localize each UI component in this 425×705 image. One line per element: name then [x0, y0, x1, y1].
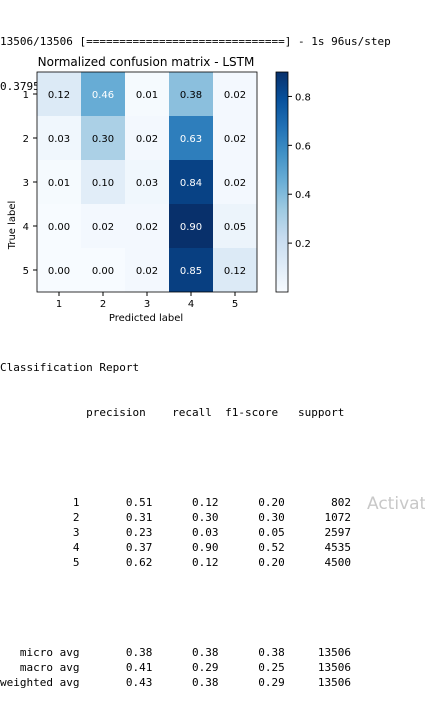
- heatmap-cell: [37, 72, 81, 116]
- cell-value-label: 0.90: [180, 222, 202, 233]
- heatmap-cell: [213, 248, 257, 292]
- heatmap-cell: [81, 160, 125, 204]
- cell-value-label: 0.02: [224, 90, 246, 101]
- cell-value-label: 0.02: [224, 134, 246, 145]
- heatmap-axes: 1 2 3 4 5 1 2 3 4 5: [23, 71, 258, 310]
- chart-title: Normalized confusion matrix - LSTM: [38, 55, 255, 69]
- colorbar: 0.2 0.4 0.6 0.8: [275, 71, 311, 293]
- report-row: 5 0.62 0.12 0.20 4500: [0, 556, 351, 569]
- cell-value-label: 0.02: [136, 134, 158, 145]
- cell-value-label: 0.05: [224, 222, 246, 233]
- colorbar-tick-label: 0.8: [295, 92, 311, 103]
- heatmap-cell: [81, 204, 125, 248]
- report-row: 1 0.51 0.12 0.20 802: [0, 496, 351, 509]
- colorbar-tick-label: 0.4: [295, 190, 311, 201]
- cell-value-label: 0.00: [48, 222, 70, 233]
- report-spacer: [0, 600, 351, 615]
- cell-value-label: 0.01: [48, 178, 70, 189]
- x-tick-label: 4: [188, 299, 194, 310]
- y-tick-label: 5: [23, 266, 29, 277]
- heatmap-cell: [169, 248, 213, 292]
- y-tick-label: 1: [23, 90, 29, 101]
- heatmap-cell: [213, 72, 257, 116]
- report-spacer: [0, 450, 351, 465]
- heatmap-cell: [169, 160, 213, 204]
- y-axis-label: True label: [7, 201, 18, 251]
- cell-value-label: 0.02: [136, 266, 158, 277]
- activation-watermark: Activat: [367, 494, 425, 514]
- y-tick-label: 3: [23, 178, 29, 189]
- y-tick-label: 4: [23, 222, 29, 233]
- colorbar-tick-label: 0.6: [295, 141, 311, 152]
- report-header: precision recall f1-score support: [0, 406, 345, 419]
- cell-value-label: 0.84: [180, 178, 202, 189]
- cell-value-label: 0.10: [92, 178, 114, 189]
- heatmap-cell: [125, 72, 169, 116]
- heatmap-cell: [37, 116, 81, 160]
- x-tick-label: 3: [144, 299, 150, 310]
- heatmap-cell: [125, 204, 169, 248]
- report-avg-row: micro avg 0.38 0.38 0.38 13506: [0, 646, 351, 659]
- report-row: 2 0.31 0.30 0.30 1072: [0, 511, 351, 524]
- heatmap-cell: [37, 160, 81, 204]
- report-avg-rows: micro avg 0.38 0.38 0.38 13506 macro avg…: [0, 645, 351, 690]
- cell-value-label: 0.03: [136, 178, 158, 189]
- cell-value-label: 0.02: [92, 222, 114, 233]
- cell-value-label: 0.03: [48, 134, 70, 145]
- heatmap-cell: [169, 116, 213, 160]
- heatmap-cell: [213, 204, 257, 248]
- report-row: 4 0.37 0.90 0.52 4535: [0, 541, 351, 554]
- cell-value-label: 0.00: [48, 266, 70, 277]
- heatmap-cell: [213, 160, 257, 204]
- y-tick-label: 2: [23, 134, 29, 145]
- heatmap-cell: [169, 204, 213, 248]
- cell-value-label: 0.00: [92, 266, 114, 277]
- cell-value-label: 0.02: [224, 178, 246, 189]
- classification-report: Classification Report precision recall f…: [0, 330, 351, 705]
- cell-value-label: 0.46: [92, 90, 114, 101]
- x-axis-label: Predicted label: [109, 313, 183, 324]
- heatmap-cell: [125, 116, 169, 160]
- cell-value-label: 0.12: [48, 90, 70, 101]
- report-title: Classification Report: [0, 361, 140, 374]
- cell-value-label: 0.38: [180, 90, 202, 101]
- confusion-matrix-chart: Normalized confusion matrix - LSTM 0.12 0…: [7, 55, 311, 324]
- x-tick-label: 2: [100, 299, 106, 310]
- heatmap-cell: [169, 72, 213, 116]
- heatmap-cell: [37, 248, 81, 292]
- heatmap-cell: [81, 72, 125, 116]
- cell-value-label: 0.30: [92, 134, 114, 145]
- cell-value-label: 0.63: [180, 134, 202, 145]
- heatmap-cell: [81, 116, 125, 160]
- report-class-rows: 1 0.51 0.12 0.20 802 2 0.31 0.30 0.30 10…: [0, 495, 351, 570]
- cell-value-label: 0.85: [180, 266, 202, 277]
- report-avg-row: macro avg 0.41 0.29 0.25 13506: [0, 661, 351, 674]
- cell-value-label: 0.12: [224, 266, 246, 277]
- heatmap-cell: [125, 160, 169, 204]
- cell-value-label: 0.02: [136, 222, 158, 233]
- progress-line: 13506/13506 [===========================…: [0, 35, 391, 48]
- colorbar-tick-label: 0.2: [295, 239, 311, 250]
- heatmap-cell: [125, 248, 169, 292]
- heatmap-cell: [213, 116, 257, 160]
- colorbar-gradient: [275, 71, 289, 293]
- report-avg-row: weighted avg 0.43 0.38 0.29 13506: [0, 676, 351, 689]
- report-row: 3 0.23 0.03 0.05 2597: [0, 526, 351, 539]
- heatmap-cell: [37, 204, 81, 248]
- heatmap-cells: 0.12 0.46 0.01 0.38 0.02 0.03 0.30 0.02 0.63 0.02…: [37, 72, 257, 292]
- x-tick-label: 1: [56, 299, 62, 310]
- heatmap-cell: [81, 248, 125, 292]
- x-tick-label: 5: [232, 299, 238, 310]
- cell-value-label: 0.01: [136, 90, 158, 101]
